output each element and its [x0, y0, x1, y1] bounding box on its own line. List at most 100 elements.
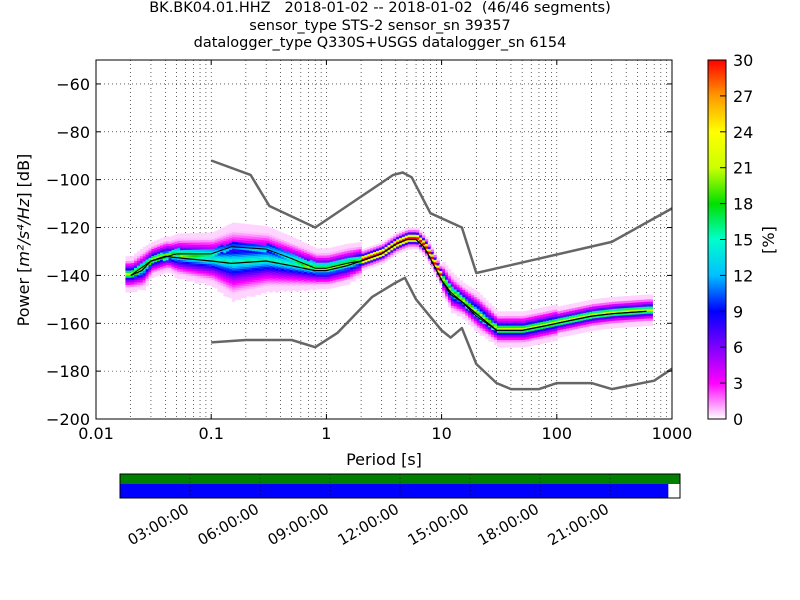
heatmap-cell	[214, 264, 219, 268]
heatmap-cell	[433, 255, 437, 258]
heatmap-cell	[499, 340, 504, 343]
heatmap-cell	[491, 325, 495, 328]
heatmap-cell	[252, 251, 256, 254]
heatmap-cell	[249, 241, 253, 244]
heatmap-cell	[206, 247, 210, 250]
x-tick-label: 100	[542, 424, 573, 443]
heatmap-cell	[134, 260, 138, 264]
heatmap-cell	[534, 335, 538, 338]
heatmap-cell	[255, 244, 259, 247]
heatmap-cell	[358, 273, 363, 276]
heatmap-cell	[355, 261, 360, 265]
heatmap-cell	[223, 233, 227, 237]
heatmap-cell	[629, 322, 633, 325]
heatmap-cell	[629, 317, 633, 320]
heatmap-cell	[393, 250, 397, 254]
heatmap-cell	[381, 248, 386, 252]
heatmap-cell	[157, 260, 161, 264]
heatmap-cell	[142, 254, 147, 257]
heatmap-cell	[252, 243, 256, 247]
heatmap-cell	[237, 297, 242, 301]
heatmap-cell	[257, 234, 262, 238]
heatmap-cell	[494, 320, 498, 324]
heatmap-cell	[234, 273, 239, 276]
heatmap-cell	[352, 271, 357, 275]
heatmap-cell	[563, 314, 567, 318]
heatmap-cell	[574, 326, 579, 330]
heatmap-cell	[554, 323, 558, 327]
heatmap-cell	[603, 314, 607, 318]
heatmap-cell	[257, 251, 262, 255]
heatmap-cell	[292, 273, 296, 277]
heatmap-cell	[234, 237, 239, 240]
heatmap-cell	[566, 304, 570, 308]
heatmap-cell	[623, 298, 628, 302]
heatmap-cell	[525, 339, 530, 342]
heatmap-cell	[324, 272, 328, 275]
heatmap-cell	[260, 240, 265, 243]
heatmap-cell	[220, 283, 224, 286]
heatmap-cell	[445, 279, 449, 283]
heatmap-cell	[355, 244, 360, 248]
heatmap-cell	[148, 257, 152, 261]
heatmap-cell	[220, 290, 224, 293]
heatmap-cell	[571, 303, 576, 307]
heatmap-cell	[462, 304, 466, 308]
heatmap-cell	[125, 270, 129, 274]
y-tick-label: −180	[46, 362, 90, 381]
heatmap-cell	[445, 289, 449, 292]
heatmap-cell	[145, 271, 149, 275]
title-line-1: BK.BK04.01.HHZ 2018-01-02 -- 2018-01-02 …	[149, 0, 611, 16]
heatmap-cell	[272, 245, 276, 249]
heatmap-cell	[643, 321, 648, 324]
heatmap-cell	[266, 286, 270, 290]
heatmap-cell	[298, 242, 302, 246]
heatmap-cell	[257, 232, 262, 236]
heatmap-cell	[577, 323, 581, 327]
heatmap-cell	[327, 279, 331, 283]
heatmap-cell	[289, 265, 293, 268]
heatmap-cell	[272, 255, 276, 258]
heatmap-cell	[257, 256, 262, 260]
heatmap-cell	[272, 257, 276, 261]
heatmap-cell	[194, 264, 198, 267]
heatmap-cell	[519, 316, 524, 319]
heatmap-cell	[145, 269, 149, 272]
heatmap-cell	[347, 269, 351, 273]
heatmap-cell	[309, 257, 314, 261]
heatmap-cell	[450, 301, 455, 304]
heatmap-cell	[154, 257, 158, 261]
heatmap-cell	[142, 280, 147, 284]
heatmap-cell	[292, 240, 296, 243]
heatmap-cell	[177, 235, 181, 239]
heatmap-cell	[439, 266, 443, 269]
heatmap-cell	[638, 295, 642, 298]
heatmap-cell	[462, 309, 466, 312]
heatmap-cell	[396, 239, 400, 243]
heatmap-cell	[148, 269, 152, 273]
heatmap-cell	[315, 277, 319, 280]
heatmap-cell	[468, 288, 472, 292]
heatmap-cell	[589, 321, 593, 325]
heatmap-cell	[499, 316, 504, 319]
heatmap-cell	[505, 332, 509, 336]
heatmap-cell	[338, 271, 342, 275]
heatmap-cell	[151, 272, 155, 276]
heatmap-cell	[574, 302, 579, 306]
heatmap-cell	[456, 304, 460, 307]
heatmap-cell	[234, 242, 239, 245]
heatmap-cell	[580, 325, 584, 329]
heatmap-cell	[462, 306, 466, 310]
x-tick-label: 0.01	[78, 424, 114, 443]
heatmap-cell	[252, 255, 256, 259]
heatmap-cell	[298, 252, 302, 256]
heatmap-cell	[476, 291, 481, 295]
heatmap-cell	[646, 311, 651, 314]
heatmap-cell	[525, 329, 530, 333]
heatmap-cell	[594, 318, 599, 321]
heatmap-cell	[519, 323, 524, 326]
heatmap-cell	[234, 244, 239, 248]
heatmap-cell	[269, 246, 273, 250]
heatmap-cell	[278, 260, 282, 263]
heatmap-cell	[638, 319, 642, 322]
